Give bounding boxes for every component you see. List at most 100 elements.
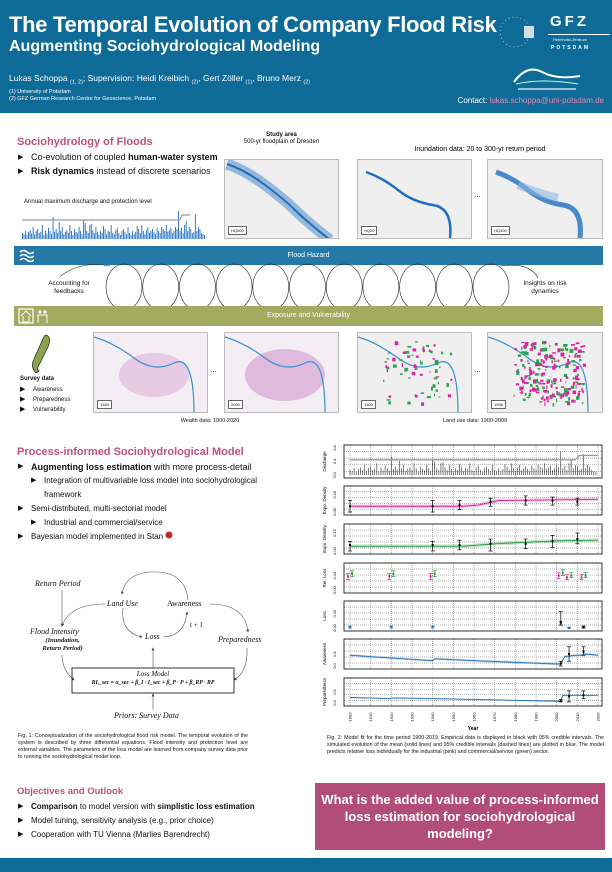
commercial-patch [542,386,545,389]
discharge-bar [78,227,80,239]
industrial-patch [571,399,575,403]
observation-point [351,572,354,575]
observation-point [524,499,527,502]
affiliation-ref: (2) [191,79,199,86]
commercial-patch [535,385,539,388]
discharge-bar [126,234,127,239]
discharge-bar [197,227,199,239]
observation-point [524,542,527,545]
waves-icon [19,249,34,263]
commercial-patch [530,383,533,387]
discharge-bar [46,233,48,239]
industrial-patch [582,345,586,347]
discharge-bar [136,226,138,239]
commercial-patch [386,399,391,401]
industrial-patch [546,400,549,403]
observation-point [582,694,585,697]
discharge-bar [135,231,137,239]
discharge-bar [74,229,75,239]
contact-email-link[interactable]: lukas.schoppa@uni-potsdam.de [489,96,604,105]
poster-title: The Temporal Evolution of Company Flood … [9,12,497,37]
industrial-patch [581,387,583,392]
commercial-patch [407,401,411,405]
discharge-bar [199,229,201,239]
observation-point [561,571,564,574]
discharge-bar [83,219,85,239]
industrial-patch [523,366,526,369]
bullet: Comparison to model version with simplis… [18,800,298,814]
loop-circle [362,263,400,311]
node-return-period: Return Period [35,579,81,588]
river [358,336,459,412]
commercial-patch [547,390,549,394]
observation-point [551,540,554,543]
panel-frame [343,638,603,670]
industrial-patch [568,355,571,357]
discharge-bar [141,225,143,239]
industrial-patch [574,377,576,380]
discharge-bar [182,233,184,239]
industrial-patch [528,367,531,371]
detail: Return Period) [42,645,83,652]
y-axis-label: Loss [322,611,327,621]
discharge-bar [95,227,97,239]
x-tick-label: 1910 [368,712,373,722]
discharge-bar [194,214,196,239]
y-tick-label: 0.4 [332,458,337,464]
industrial-patch [561,386,565,388]
bullet-bold: human-water system [128,152,218,162]
panel-frame [343,485,603,516]
industrial-patch [429,350,433,353]
bullet-text: Co-evolution of coupled [31,152,129,162]
loop-circle [435,263,473,311]
author: Lukas Schoppa [9,73,68,83]
y-tick-label: 0.15 [332,609,337,618]
observation-point [458,504,461,507]
commercial-patch [525,352,529,356]
commercial-patch [526,396,530,399]
affiliation-ref: (2) [303,79,311,86]
commercial-patch [407,345,412,348]
y-tick-label: 0.0 [332,662,337,668]
discharge-bar [168,230,170,239]
industrial-patch [529,371,533,376]
discharge-bar [32,227,34,239]
observation-point [576,500,579,503]
industrial-patch [521,341,525,344]
y-axis-label: Discharge [322,451,327,472]
industrial-patch [540,358,543,363]
discharge-bar [52,217,54,239]
commercial-patch [527,362,530,365]
industrial-patch [532,370,535,374]
y-tick-label: 0.15 [332,528,337,537]
commercial-patch [535,378,539,383]
discharge-bar [109,231,111,239]
industrial-patch [544,402,546,407]
industrial-patch [541,382,546,385]
discharge-bar [190,229,192,239]
discharge-bar [61,227,63,239]
commercial-patch [404,367,408,372]
discharge-bar [98,235,100,239]
industrial-patch [535,391,540,394]
bullet: Cooperation with TU Vienna (Marlies Bare… [18,828,298,842]
discharge-bar [119,235,121,239]
industrial-patch [521,390,523,395]
discharge-bar [148,233,150,239]
discharge-bar [22,233,23,239]
industrial-patch [559,397,563,399]
discharge-bar [175,227,176,239]
feedback-note: Accounting for feedbacks [48,280,90,295]
industrial-patch [580,345,583,348]
discharge-bar [179,231,181,239]
loop-circle [472,263,510,311]
industrial-patch [524,344,527,348]
commercial-patch [565,381,567,383]
commercial-patch [541,341,546,345]
commercial-patch [426,395,431,399]
x-tick-label: 2020 [596,712,601,722]
map-hq20: HQ20 [357,159,472,239]
discharge-bar [55,229,57,239]
commercial-patch [421,361,423,365]
commercial-patch [434,359,439,363]
